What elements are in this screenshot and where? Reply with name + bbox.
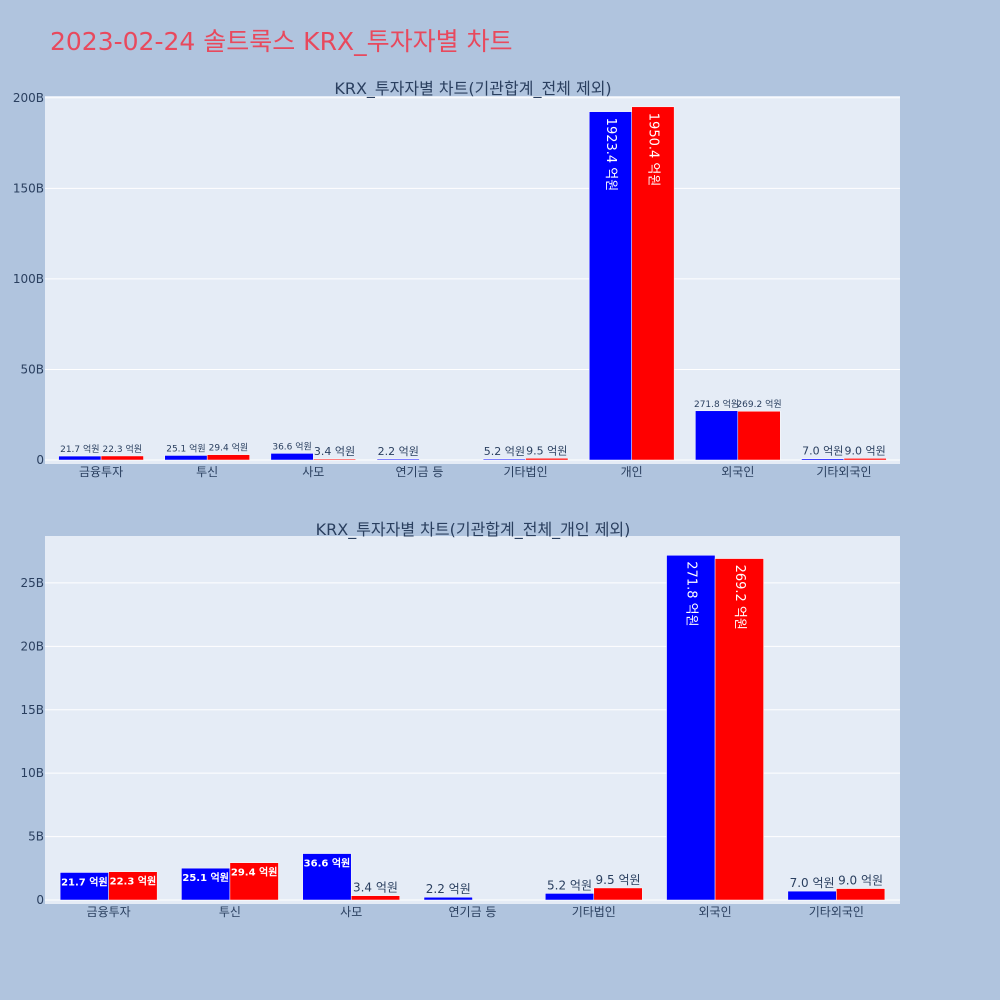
data-label: 22.3 억원 xyxy=(103,443,142,455)
plot-area xyxy=(45,536,900,904)
data-label: 9.5 억원 xyxy=(596,873,641,887)
data-label: 21.7 억원 xyxy=(61,875,108,888)
bar xyxy=(666,555,716,901)
y-tick-label: 20B xyxy=(20,639,44,653)
data-label: 29.4 억원 xyxy=(231,866,278,879)
data-label: 2.2 억원 xyxy=(426,882,471,896)
y-tick-label: 10B xyxy=(20,766,44,780)
chart-title: KRX_투자자별 차트(기관합계_전체_개인 제외) xyxy=(316,520,631,540)
data-label: 271.8 억원 xyxy=(694,398,739,410)
data-label: 3.4 억원 xyxy=(353,881,398,895)
y-tick-label: 15B xyxy=(20,703,44,717)
bar xyxy=(100,455,144,461)
x-tick-label: 금융투자 xyxy=(79,465,123,479)
chart-title: KRX_투자자별 차트(기관합계_전체 제외) xyxy=(334,79,611,99)
bar xyxy=(376,458,420,461)
x-tick-label: 기타외국인 xyxy=(816,465,871,479)
bar xyxy=(423,896,473,901)
data-label: 269.2 억원 xyxy=(732,565,747,630)
bar xyxy=(737,410,781,461)
bar xyxy=(588,111,632,461)
x-tick-label: 투신 xyxy=(219,905,241,919)
bar xyxy=(525,458,569,461)
y-tick-label: 50B xyxy=(20,362,44,376)
data-label: 25.1 억원 xyxy=(166,442,205,454)
bar xyxy=(593,887,643,901)
bar xyxy=(714,558,764,901)
bar xyxy=(843,458,887,461)
x-tick-label: 외국인 xyxy=(721,465,754,479)
bar xyxy=(206,454,250,461)
chart-1-plot: 0 5B 10B 15B 20B 25B KRX_투자자별 차트(기관합계_전체_개인 제외… xyxy=(20,520,900,919)
data-label: 25.1 억원 xyxy=(182,871,229,884)
x-tick-label: 기타법인 xyxy=(572,905,616,919)
bar xyxy=(229,862,279,901)
bar xyxy=(631,106,675,461)
data-label: 1950.4 억원 xyxy=(645,113,660,187)
y-tick-label: 0 xyxy=(36,453,44,467)
bar xyxy=(836,888,886,901)
data-label: 5.2 억원 xyxy=(484,445,525,458)
data-label: 7.0 억원 xyxy=(790,876,835,890)
y-tick-label: 5B xyxy=(28,830,44,844)
y-tick-label: 200B xyxy=(13,91,44,105)
x-tick-label: 연기금 등 xyxy=(395,465,443,479)
chart-top: 0 50B 100B 150B 200B KRX_투자자별 차트(기관합계_전체 제외) 금… xyxy=(13,79,900,479)
x-tick-label: 기타외국인 xyxy=(809,905,864,919)
x-tick-label: 금융투자 xyxy=(87,905,131,919)
data-label: 3.4 억원 xyxy=(314,445,355,458)
data-label: 9.5 억원 xyxy=(526,444,567,457)
data-label: 9.0 억원 xyxy=(845,444,886,457)
bar xyxy=(313,458,357,461)
bar xyxy=(302,853,352,901)
data-label: 36.6 억원 xyxy=(304,857,351,870)
bar xyxy=(545,893,595,901)
data-label: 5.2 억원 xyxy=(547,878,592,892)
x-tick-label: 사모 xyxy=(340,905,362,919)
y-tick-label: 25B xyxy=(20,576,44,590)
data-label: 21.7 억원 xyxy=(60,443,99,455)
x-tick-label: 기타법인 xyxy=(503,465,547,479)
bar xyxy=(270,453,314,461)
data-label: 2.2 억원 xyxy=(378,445,419,458)
y-tick-label: 150B xyxy=(13,181,44,195)
data-label: 269.2 억원 xyxy=(736,398,781,410)
bar xyxy=(350,895,400,901)
chart-0-plot: 0 50B 100B 150B 200B KRX_투자자별 차트(기관합계_전체 제외) 금… xyxy=(13,79,900,479)
data-label: 36.6 억원 xyxy=(272,440,311,452)
data-label: 271.8 억원 xyxy=(683,561,698,626)
x-tick-label: 사모 xyxy=(302,465,324,479)
data-label: 7.0 억원 xyxy=(802,445,843,458)
page-title: 2023-02-24 솔트룩스 KRX_투자자별 차트 xyxy=(50,27,513,56)
x-tick-label: 개인 xyxy=(621,465,643,479)
data-label: 1923.4 억원 xyxy=(603,118,618,192)
bar xyxy=(108,871,158,901)
y-tick-label: 100B xyxy=(13,272,44,286)
x-tick-label: 연기금 등 xyxy=(449,905,497,919)
x-tick-label: 투신 xyxy=(196,465,218,479)
data-label: 9.0 억원 xyxy=(838,874,883,888)
plot-area xyxy=(45,96,900,464)
bar xyxy=(787,890,837,901)
data-label: 22.3 억원 xyxy=(110,875,157,888)
y-tick-label: 0 xyxy=(36,893,44,907)
x-tick-label: 외국인 xyxy=(699,905,732,919)
data-label: 29.4 억원 xyxy=(209,442,248,454)
